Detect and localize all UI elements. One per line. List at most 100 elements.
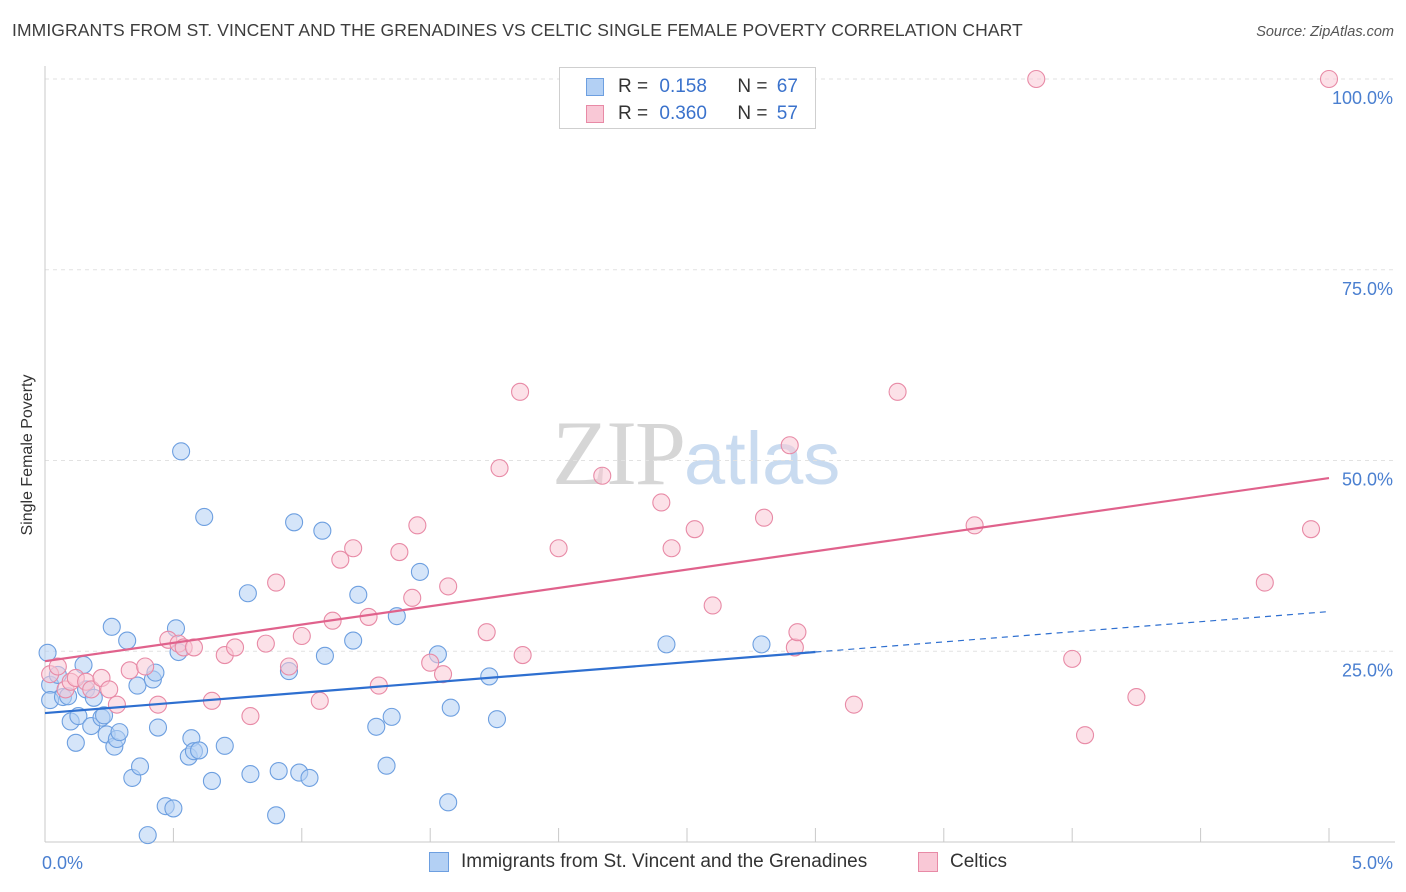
immigrants-point-29 xyxy=(164,799,183,818)
celtics-point-51 xyxy=(844,695,863,714)
r-label: R = xyxy=(618,103,649,124)
celtics-point-47 xyxy=(754,508,774,527)
celtics-point-42 xyxy=(593,466,612,485)
immigrants-point-61 xyxy=(487,710,507,729)
celtics-point-41 xyxy=(549,539,568,558)
celtics-point-24 xyxy=(292,626,311,646)
celtics-point-10 xyxy=(120,661,139,680)
celtics-point-37 xyxy=(477,623,496,642)
pink-swatch xyxy=(586,105,604,123)
stats-row-blue: R = 0.158 N = 67 xyxy=(586,75,798,99)
celtics-point-34 xyxy=(421,653,440,672)
immigrants-point-23 xyxy=(130,757,150,776)
immigrants-point-56 xyxy=(410,562,429,581)
celtics-point-48 xyxy=(780,436,799,455)
immigrants-point-62 xyxy=(657,635,676,654)
x-tick-label-max: 5.0% xyxy=(1352,853,1393,873)
immigrants-point-53 xyxy=(377,756,396,775)
immigrants-point-27 xyxy=(148,718,168,737)
celtics-point-54 xyxy=(1027,69,1046,89)
stats-legend: R = 0.158 N = 67 R = 0.360 N = 57 xyxy=(559,67,816,129)
n-label: N = xyxy=(737,103,768,124)
celtics-point-39 xyxy=(511,382,530,401)
immigrants-point-40 xyxy=(238,584,257,603)
celtics-point-32 xyxy=(403,588,422,607)
immigrants-point-20 xyxy=(118,631,137,650)
celtics-point-6 xyxy=(82,680,101,699)
celtics-point-36 xyxy=(439,577,458,596)
immigrants-point-16 xyxy=(102,617,121,636)
legend-item-immigrants: Immigrants from St. Vincent and the Gren… xyxy=(429,851,867,873)
immigrants-point-38 xyxy=(202,771,221,791)
watermark-zip: ZIP xyxy=(552,402,686,504)
immigrants-point-52 xyxy=(367,717,386,736)
y-tick-label-50: 50.0% xyxy=(1342,470,1393,490)
immigrants-point-47 xyxy=(300,768,319,787)
trend-lines xyxy=(44,476,1330,715)
celtics-point-60 xyxy=(1319,69,1339,89)
immigrants-point-59 xyxy=(441,698,460,717)
celtics-trend-line xyxy=(44,476,1330,663)
source-credit: Source: ZipAtlas.com xyxy=(1256,24,1394,40)
immigrants-point-37 xyxy=(195,507,214,527)
immigrants-trend-extension xyxy=(815,610,1330,653)
immigrants-point-7 xyxy=(66,733,85,752)
immigrants-point-51 xyxy=(349,585,368,604)
celtics-point-28 xyxy=(344,539,363,558)
celtics-point-19 xyxy=(225,638,245,657)
immigrants-point-43 xyxy=(269,761,288,781)
immigrants-point-49 xyxy=(315,646,334,665)
y-tick-label-25: 25.0% xyxy=(1342,660,1393,680)
axes xyxy=(44,66,1395,843)
celtics-point-9 xyxy=(107,695,126,714)
immigrants-point-45 xyxy=(285,513,304,532)
immigrants-point-39 xyxy=(215,736,234,755)
celtics-point-52 xyxy=(888,382,907,401)
r-value: 0.360 xyxy=(659,103,707,124)
celtics-point-38 xyxy=(490,459,509,478)
immigrants-point-63 xyxy=(752,635,771,654)
immigrants-point-19 xyxy=(110,723,129,742)
watermark-atlas: atlas xyxy=(684,417,841,500)
immigrants-point-36 xyxy=(190,741,209,760)
celtics-point-44 xyxy=(662,539,681,558)
n-label: N = xyxy=(737,76,768,97)
r-value: 0.158 xyxy=(659,76,707,97)
immigrants-point-41 xyxy=(241,765,260,784)
watermark: ZIPatlas xyxy=(552,400,840,506)
immigrants-point-50 xyxy=(344,631,363,650)
immigrants-point-22 xyxy=(128,676,147,695)
immigrants-point-54 xyxy=(382,707,401,726)
n-value: 67 xyxy=(776,76,798,97)
celtics-point-33 xyxy=(408,516,427,535)
y-tick-label-75: 75.0% xyxy=(1342,279,1393,299)
celtics-point-55 xyxy=(1063,649,1082,668)
pink-swatch xyxy=(918,852,938,872)
y-tick-label-100: 100.0% xyxy=(1332,88,1393,108)
celtics-point-35 xyxy=(433,665,453,684)
immigrants-point-42 xyxy=(267,806,286,825)
celtics-point-56 xyxy=(1075,726,1095,745)
celtics-point-11 xyxy=(136,657,155,676)
celtics-point-57 xyxy=(1127,687,1146,707)
immigrants-point-14 xyxy=(95,706,114,725)
celtics-point-22 xyxy=(267,573,286,592)
series-legend: Immigrants from St. Vincent and the Gren… xyxy=(0,851,1406,877)
celtics-point-1 xyxy=(48,657,67,676)
immigrants-trend-line xyxy=(44,650,816,715)
celtics-point-20 xyxy=(241,707,260,726)
tick-labels: 25.0% 50.0% 75.0% 100.0% 0.0% 5.0% xyxy=(42,88,1393,873)
blue-swatch xyxy=(429,852,449,872)
series-pink-points xyxy=(41,69,1339,745)
celtics-point-58 xyxy=(1255,573,1274,592)
celtics-point-45 xyxy=(685,520,704,539)
celtics-point-59 xyxy=(1301,520,1321,539)
immigrants-point-24 xyxy=(138,826,157,845)
immigrants-point-48 xyxy=(313,521,332,540)
immigrants-point-58 xyxy=(439,793,458,812)
celtics-point-25 xyxy=(310,691,329,710)
celtics-point-21 xyxy=(256,634,275,653)
blue-swatch xyxy=(586,78,604,96)
chart-title: IMMIGRANTS FROM ST. VINCENT AND THE GREN… xyxy=(12,20,1023,40)
